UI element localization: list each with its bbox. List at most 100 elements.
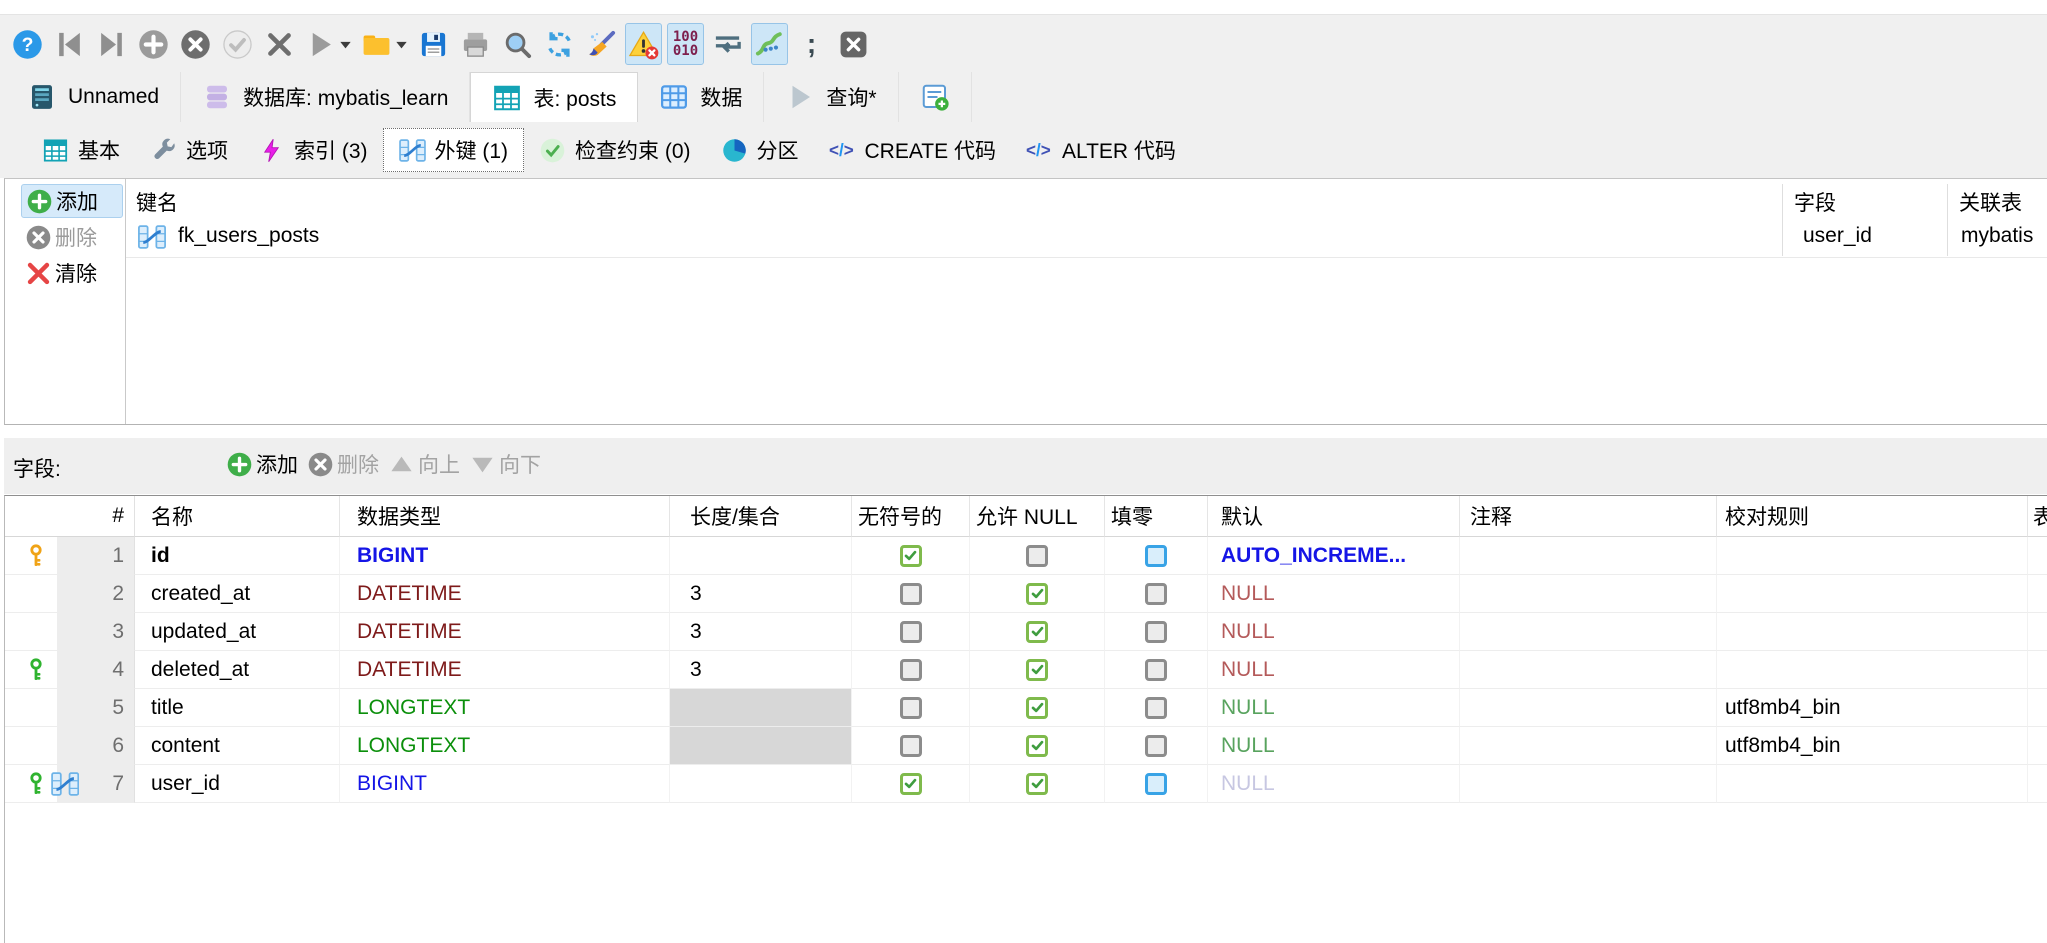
help-button[interactable]: ? bbox=[9, 23, 46, 65]
zerofill-checkbox[interactable] bbox=[1145, 696, 1167, 719]
skip-to-last-button[interactable] bbox=[93, 23, 130, 65]
fields-delete-button[interactable]: 删除 bbox=[307, 449, 379, 479]
field-name-cell[interactable]: content bbox=[135, 727, 340, 765]
field-length-cell[interactable]: 3 bbox=[670, 575, 852, 613]
field-collation-cell[interactable] bbox=[1717, 613, 2028, 651]
field-default-cell[interactable]: NULL bbox=[1208, 613, 1460, 651]
field-row-user_id[interactable]: 7 user_id BIGINT NULL bbox=[5, 765, 2047, 803]
field-comment-cell[interactable] bbox=[1460, 765, 1717, 803]
field-type-cell[interactable]: BIGINT bbox=[340, 765, 670, 803]
field-collation-cell[interactable] bbox=[1717, 575, 2028, 613]
field-row-content[interactable]: 6 content LONGTEXT NULL utf8mb4_bin bbox=[5, 727, 2047, 765]
field-length-cell[interactable] bbox=[670, 537, 852, 575]
column-header-collation[interactable]: 校对规则 bbox=[1717, 496, 2028, 537]
tab-new-query[interactable] bbox=[899, 72, 972, 122]
field-comment-cell[interactable] bbox=[1460, 613, 1717, 651]
cleanup-button[interactable] bbox=[583, 23, 620, 65]
skip-to-first-button[interactable] bbox=[51, 23, 88, 65]
field-name-cell[interactable]: updated_at bbox=[135, 613, 340, 651]
column-header-num[interactable]: # bbox=[57, 496, 135, 537]
tab-database[interactable]: 数据库: mybatis_learn bbox=[181, 72, 471, 122]
allow-null-checkbox[interactable] bbox=[1026, 772, 1048, 795]
warnings-toggle[interactable] bbox=[625, 23, 662, 65]
delete-button[interactable] bbox=[261, 23, 298, 65]
zerofill-checkbox[interactable] bbox=[1145, 772, 1167, 795]
subtab-foreign-keys[interactable]: 外键 (1) bbox=[382, 128, 524, 172]
field-default-cell[interactable]: NULL bbox=[1208, 651, 1460, 689]
unsigned-checkbox[interactable] bbox=[899, 544, 922, 567]
field-row-created_at[interactable]: 2 created_at DATETIME 3 NULL bbox=[5, 575, 2047, 613]
unsigned-checkbox[interactable] bbox=[899, 772, 922, 795]
fk-delete-button[interactable]: 删除 bbox=[21, 220, 123, 254]
field-comment-cell[interactable] bbox=[1460, 651, 1717, 689]
field-default-cell[interactable]: NULL bbox=[1208, 765, 1460, 803]
add-button[interactable] bbox=[135, 23, 172, 65]
fk-add-button[interactable]: 添加 bbox=[21, 184, 123, 218]
apply-button[interactable] bbox=[219, 23, 256, 65]
field-length-cell[interactable] bbox=[670, 689, 852, 727]
run-button[interactable] bbox=[303, 23, 354, 65]
open-folder-button[interactable] bbox=[359, 23, 410, 65]
unsigned-checkbox[interactable] bbox=[899, 696, 922, 719]
allow-null-checkbox[interactable] bbox=[1026, 544, 1048, 567]
close-button[interactable] bbox=[835, 23, 872, 65]
field-type-cell[interactable]: BIGINT bbox=[340, 537, 670, 575]
field-default-cell[interactable]: NULL bbox=[1208, 575, 1460, 613]
field-name-cell[interactable]: created_at bbox=[135, 575, 340, 613]
field-comment-cell[interactable] bbox=[1460, 689, 1717, 727]
field-default-cell[interactable]: NULL bbox=[1208, 727, 1460, 765]
fields-move-up-button[interactable]: 向上 bbox=[388, 449, 460, 479]
field-collation-cell[interactable] bbox=[1717, 537, 2028, 575]
field-row-updated_at[interactable]: 3 updated_at DATETIME 3 NULL bbox=[5, 613, 2047, 651]
subtab-check-constraints[interactable]: 检查约束 (0) bbox=[524, 128, 706, 172]
field-name-cell[interactable]: id bbox=[135, 537, 340, 575]
field-type-cell[interactable]: LONGTEXT bbox=[340, 727, 670, 765]
field-type-cell[interactable]: DATETIME bbox=[340, 651, 670, 689]
field-type-cell[interactable]: LONGTEXT bbox=[340, 689, 670, 727]
tab-query[interactable]: 查询* bbox=[764, 72, 899, 122]
binary-view-toggle[interactable]: 100 010 bbox=[667, 23, 704, 65]
fields-move-down-button[interactable]: 向下 bbox=[469, 449, 541, 479]
allow-null-checkbox[interactable] bbox=[1026, 658, 1048, 681]
column-header-expression[interactable]: 表 bbox=[2028, 496, 2047, 537]
field-type-cell[interactable]: DATETIME bbox=[340, 613, 670, 651]
zerofill-checkbox[interactable] bbox=[1145, 620, 1167, 643]
field-collation-cell[interactable] bbox=[1717, 651, 2028, 689]
field-default-cell[interactable]: AUTO_INCREME... bbox=[1208, 537, 1460, 575]
column-header-key-name[interactable]: 键名 bbox=[136, 192, 178, 215]
fields-add-button[interactable]: 添加 bbox=[226, 449, 298, 479]
semicolon-delimiter-button[interactable]: ; bbox=[793, 23, 830, 65]
column-header-zerofill[interactable]: 填零 bbox=[1105, 496, 1208, 537]
tab-unnamed[interactable]: Unnamed bbox=[6, 72, 182, 122]
column-header-field[interactable]: 字段 bbox=[1794, 192, 1836, 215]
field-comment-cell[interactable] bbox=[1460, 575, 1717, 613]
column-header-default[interactable]: 默认 bbox=[1208, 496, 1460, 537]
field-default-cell[interactable]: NULL bbox=[1208, 689, 1460, 727]
column-header-length-set[interactable]: 长度/集合 bbox=[670, 496, 852, 537]
cancel-button[interactable] bbox=[177, 23, 214, 65]
field-name-cell[interactable]: user_id bbox=[135, 765, 340, 803]
subtab-basic[interactable]: 基本 bbox=[27, 128, 135, 172]
subtab-alter-code[interactable]: </> ALTER 代码 bbox=[1011, 128, 1191, 172]
tab-table-posts[interactable]: 表: posts bbox=[470, 72, 639, 122]
field-length-cell[interactable]: 3 bbox=[670, 613, 852, 651]
column-header-name[interactable]: 名称 bbox=[135, 496, 340, 537]
refresh-button[interactable] bbox=[541, 23, 578, 65]
field-collation-cell[interactable] bbox=[1717, 765, 2028, 803]
unsigned-checkbox[interactable] bbox=[899, 620, 922, 643]
field-length-cell[interactable] bbox=[670, 765, 852, 803]
column-header-comment[interactable]: 注释 bbox=[1460, 496, 1717, 537]
search-button[interactable] bbox=[499, 23, 536, 65]
subtab-indexes[interactable]: 索引 (3) bbox=[243, 128, 383, 172]
zerofill-checkbox[interactable] bbox=[1145, 544, 1167, 567]
field-length-cell[interactable] bbox=[670, 727, 852, 765]
field-name-cell[interactable]: title bbox=[135, 689, 340, 727]
field-collation-cell[interactable]: utf8mb4_bin bbox=[1717, 689, 2028, 727]
field-row-title[interactable]: 5 title LONGTEXT NULL utf8mb4_bin bbox=[5, 689, 2047, 727]
allow-null-checkbox[interactable] bbox=[1026, 734, 1048, 757]
zerofill-checkbox[interactable] bbox=[1145, 658, 1167, 681]
field-row-id[interactable]: 1 id BIGINT AUTO_INCREME... bbox=[5, 537, 2047, 575]
field-row-deleted_at[interactable]: 4 deleted_at DATETIME 3 NULL bbox=[5, 651, 2047, 689]
save-button[interactable] bbox=[415, 23, 452, 65]
column-header-unsigned[interactable]: 无符号的 bbox=[852, 496, 970, 537]
